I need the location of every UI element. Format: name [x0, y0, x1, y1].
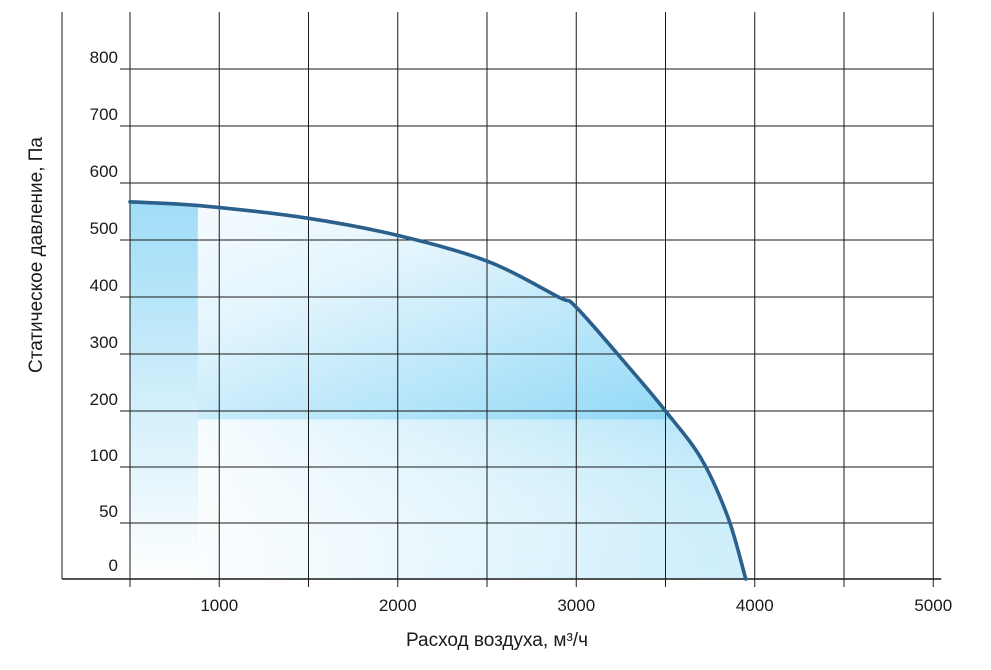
- grid: [61, 12, 942, 587]
- y-tick-label: 200: [90, 390, 118, 409]
- x-tick-label: 5000: [914, 596, 952, 615]
- x-tick-label: 3000: [557, 596, 595, 615]
- y-tick-label: 600: [90, 162, 118, 181]
- x-tick-label: 4000: [736, 596, 774, 615]
- y-tick-label: 300: [90, 333, 118, 352]
- area-fill: [130, 201, 746, 579]
- x-tick-labels: 1000 2000 3000 4000 5000: [200, 596, 952, 615]
- x-tick-label: 2000: [379, 596, 417, 615]
- y-axis-label: Статическое давление, Па: [26, 137, 47, 373]
- x-axis-label: Расход воздуха, м³/ч: [406, 630, 588, 651]
- y-tick-labels: 0 50 100 200 300 400 500 600 700 800: [90, 48, 118, 575]
- y-tick-label: 500: [90, 219, 118, 238]
- y-tick-label: 0: [109, 556, 118, 575]
- curve-layer: [128, 200, 748, 581]
- y-tick-label: 50: [99, 502, 118, 521]
- y-tick-label: 800: [90, 48, 118, 67]
- area-left-fill: [130, 201, 198, 579]
- x-tick-label: 1000: [200, 596, 238, 615]
- area-lower-fade: [197, 419, 746, 579]
- y-tick-label: 100: [90, 446, 118, 465]
- performance-curve: [128, 200, 748, 581]
- y-tick-label: 400: [90, 276, 118, 295]
- y-tick-label: 700: [90, 105, 118, 124]
